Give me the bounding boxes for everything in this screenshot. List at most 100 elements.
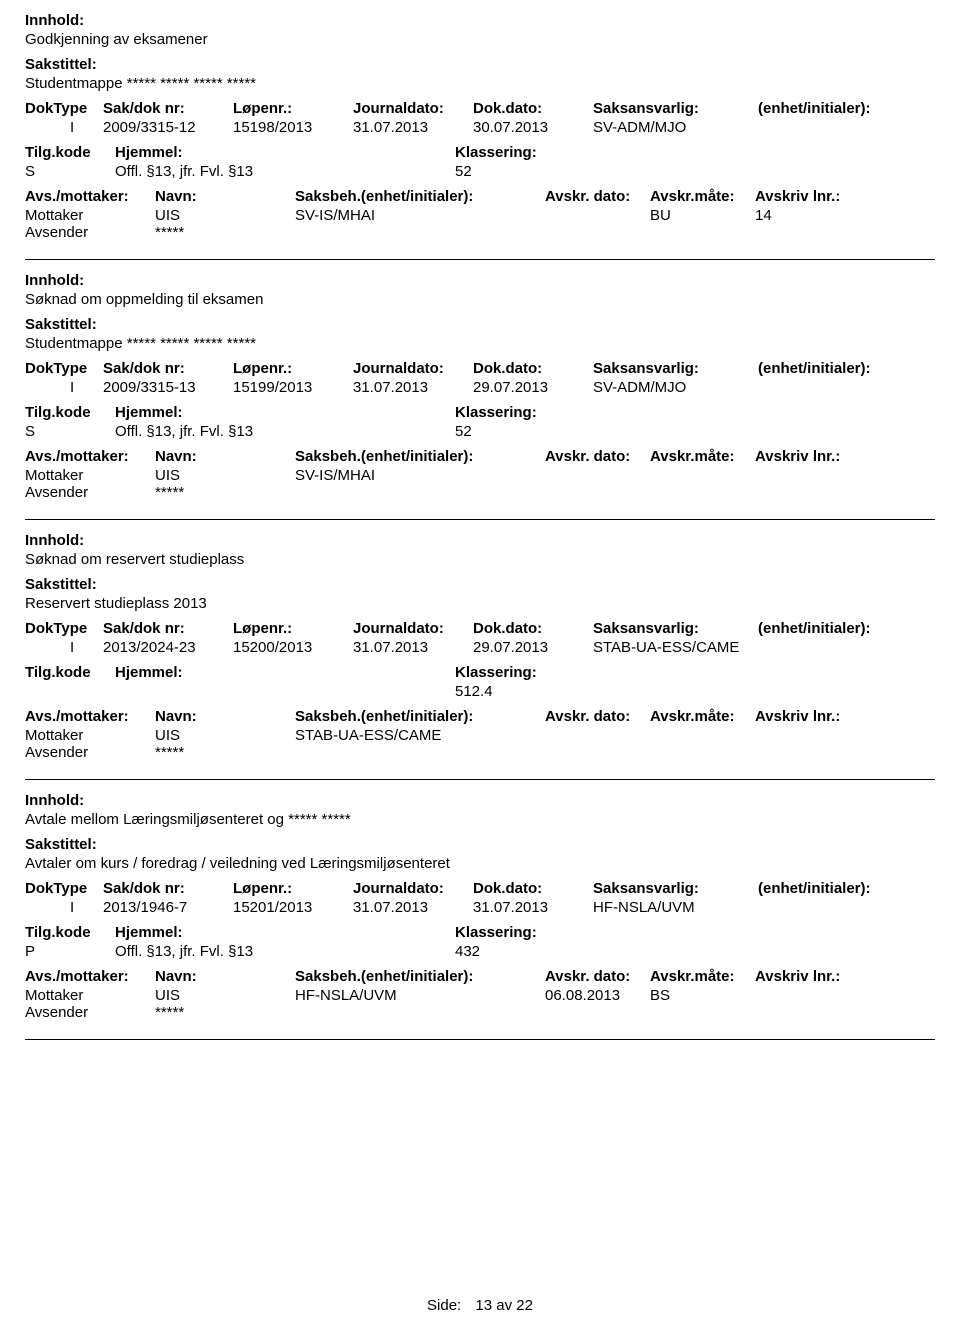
- record-separator: [25, 1039, 935, 1040]
- dokdato-value: 29.07.2013: [473, 379, 593, 396]
- innhold-value: Søknad om reservert studieplass: [25, 551, 935, 568]
- hjemmel-value: [115, 683, 455, 700]
- lopenr-label: Løpenr.:: [233, 620, 353, 637]
- avskrlnr-value: 14: [755, 207, 855, 224]
- tilgkode-value: P: [25, 943, 115, 960]
- innhold-value: Søknad om oppmelding til eksamen: [25, 291, 935, 308]
- lopenr-label: Løpenr.:: [233, 880, 353, 897]
- tilgkode-label: Tilg.kode: [25, 404, 115, 421]
- avskrdato-label: Avskr. dato:: [545, 968, 650, 985]
- innhold-label: Innhold:: [25, 532, 935, 549]
- innhold-value: Godkjenning av eksamener: [25, 31, 935, 48]
- navn-label: Navn:: [155, 708, 295, 725]
- sakdok-value: 2013/2024-23: [103, 639, 233, 656]
- innhold-label: Innhold:: [25, 12, 935, 29]
- lopenr-value: 15201/2013: [233, 899, 353, 916]
- hjemmel-label: Hjemmel:: [115, 404, 455, 421]
- saksbeh-value: SV-IS/MHAI: [295, 207, 545, 224]
- avskrdato-label: Avskr. dato:: [545, 448, 650, 465]
- doktype-value: I: [25, 379, 103, 396]
- sakstittel-value: Studentmappe ***** ***** ***** *****: [25, 75, 935, 92]
- avsmottaker-label: Avs./mottaker:: [25, 448, 155, 465]
- tilgkode-value: S: [25, 163, 115, 180]
- avskrlnr-label: Avskriv lnr.:: [755, 188, 855, 205]
- enhet-label: (enhet/initialer):: [758, 880, 908, 897]
- sakdok-value: 2013/1946-7: [103, 899, 233, 916]
- klassering-label: Klassering:: [455, 144, 655, 161]
- journal-record: Innhold: Søknad om oppmelding til eksame…: [0, 260, 960, 501]
- doktype-label: DokType: [25, 360, 103, 377]
- avskrlnr-label: Avskriv lnr.:: [755, 968, 855, 985]
- mottaker-role: Mottaker: [25, 987, 155, 1004]
- sakdok-label: Sak/dok nr:: [103, 360, 233, 377]
- saksbeh-label: Saksbeh.(enhet/initialer):: [295, 448, 545, 465]
- saksbeh-label: Saksbeh.(enhet/initialer):: [295, 968, 545, 985]
- klassering-label: Klassering:: [455, 924, 655, 941]
- journaldato-value: 31.07.2013: [353, 119, 473, 136]
- navn-label: Navn:: [155, 968, 295, 985]
- saksansvarlig-label: Saksansvarlig:: [593, 100, 758, 117]
- avskrdato-value: [545, 207, 650, 224]
- hjemmel-label: Hjemmel:: [115, 924, 455, 941]
- navn-label: Navn:: [155, 448, 295, 465]
- saksansvarlig-value: SV-ADM/MJO: [593, 379, 758, 396]
- mottaker-navn: UIS: [155, 467, 295, 484]
- journaldato-label: Journaldato:: [353, 100, 473, 117]
- avsender-navn: *****: [155, 224, 295, 241]
- doktype-value: I: [25, 899, 103, 916]
- avsender-role: Avsender: [25, 744, 155, 761]
- saksbeh-value: STAB-UA-ESS/CAME: [295, 727, 545, 744]
- lopenr-label: Løpenr.:: [233, 360, 353, 377]
- klassering-value: 52: [455, 423, 655, 440]
- avsmottaker-label: Avs./mottaker:: [25, 968, 155, 985]
- avsmottaker-label: Avs./mottaker:: [25, 188, 155, 205]
- dokdato-value: 29.07.2013: [473, 639, 593, 656]
- sakstittel-label: Sakstittel:: [25, 56, 935, 73]
- avskrlnr-label: Avskriv lnr.:: [755, 448, 855, 465]
- navn-label: Navn:: [155, 188, 295, 205]
- avskrdato-label: Avskr. dato:: [545, 188, 650, 205]
- klassering-value: 52: [455, 163, 655, 180]
- lopenr-value: 15198/2013: [233, 119, 353, 136]
- avskrmate-label: Avskr.måte:: [650, 968, 755, 985]
- tilgkode-label: Tilg.kode: [25, 664, 115, 681]
- saksansvarlig-label: Saksansvarlig:: [593, 360, 758, 377]
- avsender-navn: *****: [155, 744, 295, 761]
- hjemmel-label: Hjemmel:: [115, 144, 455, 161]
- journal-record: Innhold: Godkjenning av eksamener Saksti…: [0, 0, 960, 241]
- innhold-label: Innhold:: [25, 272, 935, 289]
- klassering-value: 432: [455, 943, 655, 960]
- sakstittel-label: Sakstittel:: [25, 576, 935, 593]
- saksbeh-label: Saksbeh.(enhet/initialer):: [295, 708, 545, 725]
- saksansvarlig-label: Saksansvarlig:: [593, 880, 758, 897]
- avsender-navn: *****: [155, 484, 295, 501]
- journal-record: Innhold: Avtale mellom Læringsmiljøsente…: [0, 780, 960, 1021]
- sakstittel-value: Reservert studieplass 2013: [25, 595, 935, 612]
- enhet-label: (enhet/initialer):: [758, 360, 908, 377]
- dokdato-label: Dok.dato:: [473, 620, 593, 637]
- sakdok-label: Sak/dok nr:: [103, 100, 233, 117]
- saksansvarlig-value: SV-ADM/MJO: [593, 119, 758, 136]
- journaldato-label: Journaldato:: [353, 880, 473, 897]
- journaldato-value: 31.07.2013: [353, 639, 473, 656]
- mottaker-navn: UIS: [155, 727, 295, 744]
- journaldato-value: 31.07.2013: [353, 379, 473, 396]
- enhet-value: [758, 379, 908, 396]
- doktype-value: I: [25, 639, 103, 656]
- saksbeh-label: Saksbeh.(enhet/initialer):: [295, 188, 545, 205]
- dokdato-label: Dok.dato:: [473, 360, 593, 377]
- saksbeh-value: SV-IS/MHAI: [295, 467, 545, 484]
- lopenr-value: 15200/2013: [233, 639, 353, 656]
- tilgkode-value: S: [25, 423, 115, 440]
- sakdok-value: 2009/3315-12: [103, 119, 233, 136]
- avskrmate-value: [650, 727, 755, 744]
- page-current: 13: [475, 1297, 492, 1314]
- saksansvarlig-value: HF-NSLA/UVM: [593, 899, 758, 916]
- journaldato-label: Journaldato:: [353, 360, 473, 377]
- journaldato-value: 31.07.2013: [353, 899, 473, 916]
- doktype-label: DokType: [25, 620, 103, 637]
- mottaker-role: Mottaker: [25, 207, 155, 224]
- enhet-value: [758, 119, 908, 136]
- enhet-value: [758, 899, 908, 916]
- hjemmel-value: Offl. §13, jfr. Fvl. §13: [115, 423, 455, 440]
